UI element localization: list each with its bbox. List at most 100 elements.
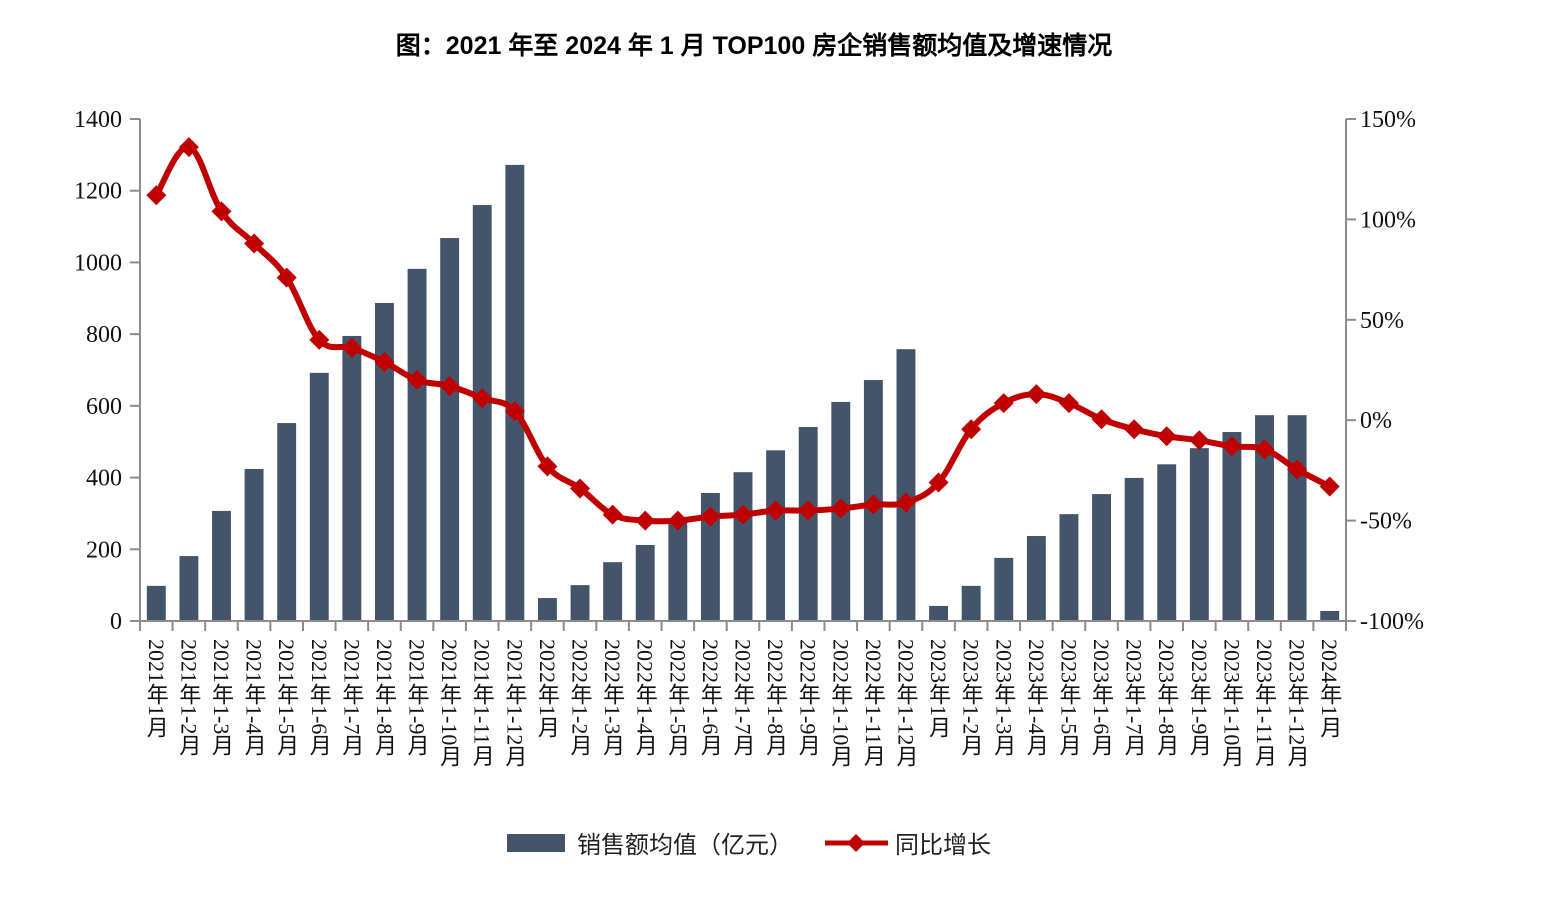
bar [1092, 494, 1111, 621]
x-tick-label: 2023年1-7月 [1122, 639, 1147, 757]
line-marker [439, 376, 460, 397]
bar [798, 427, 818, 621]
line-marker [1287, 459, 1308, 480]
x-tick-label: 2021年1-12月 [502, 639, 527, 768]
y-tick-label-left: 400 [86, 466, 122, 492]
x-tick-label: 2022年1-7月 [731, 639, 756, 757]
x-tick-label: 2023年1-5月 [1056, 639, 1081, 757]
x-tick-label: 2021年1-4月 [242, 639, 267, 757]
line-marker [1124, 419, 1145, 440]
y-tick-label-right: 50% [1360, 308, 1404, 334]
axes: 0 200 400 600 800 1000 1200 1400 -100% -50% 0% 50% 1… [74, 107, 1424, 635]
x-tick-label: 2024年1月 [1317, 639, 1342, 738]
bar [244, 468, 264, 621]
x-tick-label: 2023年1-2月 [959, 639, 984, 757]
bar [961, 585, 981, 621]
legend: 销售额均值（亿元） 同比增长 [507, 831, 991, 859]
legend-bar-swatch [507, 834, 565, 852]
y-tick-label-left: 1200 [74, 179, 122, 205]
legend-line-marker [847, 834, 865, 852]
bar [700, 492, 720, 621]
x-tick-label: 2023年1-4月 [1024, 639, 1049, 757]
line-marker [1091, 409, 1112, 430]
line-marker [765, 500, 786, 521]
x-tick-label: 2022年1-3月 [600, 639, 625, 757]
x-tick-label: 2021年1-3月 [209, 639, 234, 757]
x-tick-label: 2021年1-11月 [470, 639, 495, 767]
x-tick-label: 2022年1-11月 [861, 639, 886, 767]
y-tick-label-right: -50% [1360, 509, 1412, 535]
line-series [146, 137, 1340, 531]
line-marker [1058, 393, 1079, 414]
line-marker [407, 370, 428, 391]
line-marker [1189, 430, 1210, 451]
bar [1124, 477, 1144, 621]
x-tick-label: 2022年1-5月 [665, 639, 690, 757]
bar [375, 302, 394, 621]
line-marker [244, 233, 265, 254]
line-marker [537, 456, 558, 477]
bar [635, 544, 655, 621]
x-tick-label: 2023年1-12月 [1285, 639, 1310, 768]
x-tick-label: 2023年1-3月 [991, 639, 1016, 757]
bar [603, 562, 623, 621]
y-tick-label-left: 800 [86, 322, 122, 348]
y-tick-label-left: 0 [110, 609, 122, 635]
x-tick-label: 2021年1-7月 [339, 639, 364, 757]
y-tick-label-right: 150% [1360, 107, 1416, 133]
bar [505, 164, 525, 621]
x-tick-label: 2023年1-11月 [1252, 639, 1277, 767]
line-marker [276, 267, 297, 288]
line-marker [178, 137, 199, 158]
y-tick-label-right: 0% [1360, 408, 1392, 434]
bar-series [146, 164, 1340, 622]
x-tick-label: 2023年1-9月 [1187, 639, 1212, 757]
x-tick-label: 2022年1-6月 [698, 639, 723, 757]
bar [570, 585, 590, 621]
x-tick-label: 2023年1-8月 [1154, 639, 1179, 757]
line-marker [993, 393, 1014, 414]
y-tick-label-left: 200 [86, 537, 122, 563]
bar [766, 450, 786, 621]
line-marker [504, 401, 525, 422]
line-marker [1156, 426, 1177, 447]
x-tick-label: 2023年1月 [926, 639, 951, 738]
y-tick-label-left: 1000 [74, 250, 122, 276]
line-marker [472, 388, 493, 409]
bar [1222, 432, 1242, 621]
line-marker [570, 478, 591, 499]
line-marker [635, 510, 656, 531]
bar [472, 205, 492, 622]
x-tick-label: 2022年1-4月 [633, 639, 658, 757]
line-marker [863, 494, 884, 515]
x-tick-label: 2021年1-10月 [437, 639, 462, 768]
bar [440, 238, 460, 621]
bar [146, 585, 166, 621]
line-marker [602, 504, 623, 525]
line-marker [830, 498, 851, 519]
line-marker [341, 337, 362, 358]
line-marker [211, 201, 232, 222]
line-marker [309, 329, 330, 350]
bar [407, 268, 427, 621]
y-tick-label-right: -100% [1360, 609, 1424, 635]
x-tick-label: 2023年1-10月 [1219, 639, 1244, 768]
line-marker [895, 492, 916, 513]
line-marker [374, 351, 395, 372]
bar [1255, 415, 1274, 621]
bar [1189, 448, 1209, 621]
bar [1157, 464, 1177, 621]
bar [537, 598, 557, 621]
line-marker [928, 472, 949, 493]
x-tick-label: 2023年1-6月 [1089, 639, 1114, 757]
legend-bar-label: 销售额均值（亿元） [577, 831, 793, 859]
bar [342, 335, 362, 621]
line-marker [146, 185, 167, 206]
y-tick-label-left: 600 [86, 394, 122, 420]
y-tick-label-left: 1400 [74, 107, 122, 133]
x-tick-label: 2021年1-2月 [176, 639, 201, 757]
bar [1026, 536, 1046, 621]
x-tick-label: 2022年1-2月 [568, 639, 593, 757]
x-tick-label: 2022年1-12月 [893, 639, 918, 768]
